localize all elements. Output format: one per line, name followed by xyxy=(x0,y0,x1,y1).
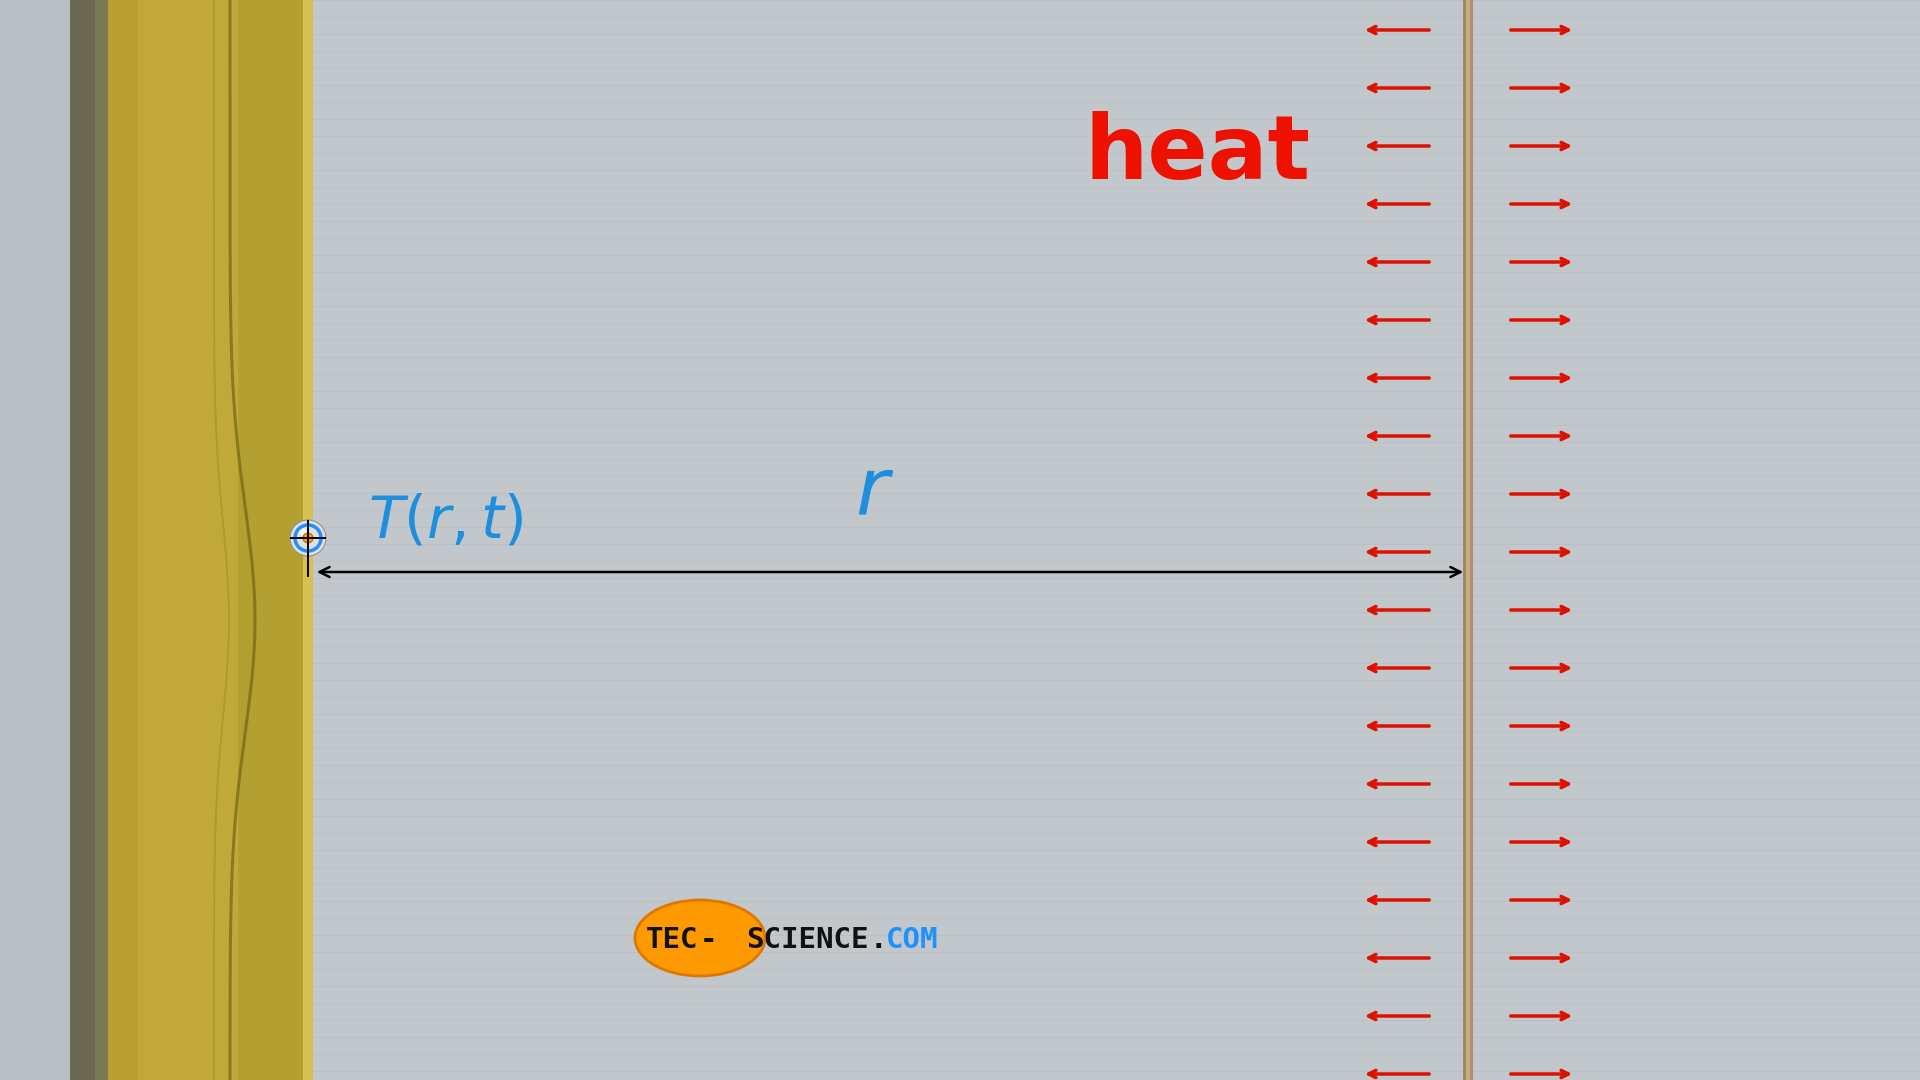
Circle shape xyxy=(290,519,326,556)
Circle shape xyxy=(303,534,313,543)
Bar xyxy=(303,0,313,1080)
Bar xyxy=(138,0,238,1080)
Text: COM: COM xyxy=(885,926,939,954)
Text: $r$: $r$ xyxy=(856,453,895,530)
Bar xyxy=(1467,0,1471,1080)
Bar xyxy=(238,0,307,1080)
Bar xyxy=(108,0,307,1080)
Text: TEC: TEC xyxy=(645,926,699,954)
Bar xyxy=(1463,0,1473,1080)
Bar xyxy=(69,0,100,1080)
Bar xyxy=(94,0,109,1080)
Text: heat: heat xyxy=(1085,111,1309,199)
Text: $T(r,t)$: $T(r,t)$ xyxy=(369,494,522,550)
Bar xyxy=(0,0,75,1080)
Text: -: - xyxy=(699,926,716,954)
Text: .: . xyxy=(870,926,887,954)
Bar xyxy=(1463,0,1467,1080)
Ellipse shape xyxy=(298,528,307,536)
Text: SCIENCE: SCIENCE xyxy=(745,926,868,954)
Ellipse shape xyxy=(636,900,764,976)
